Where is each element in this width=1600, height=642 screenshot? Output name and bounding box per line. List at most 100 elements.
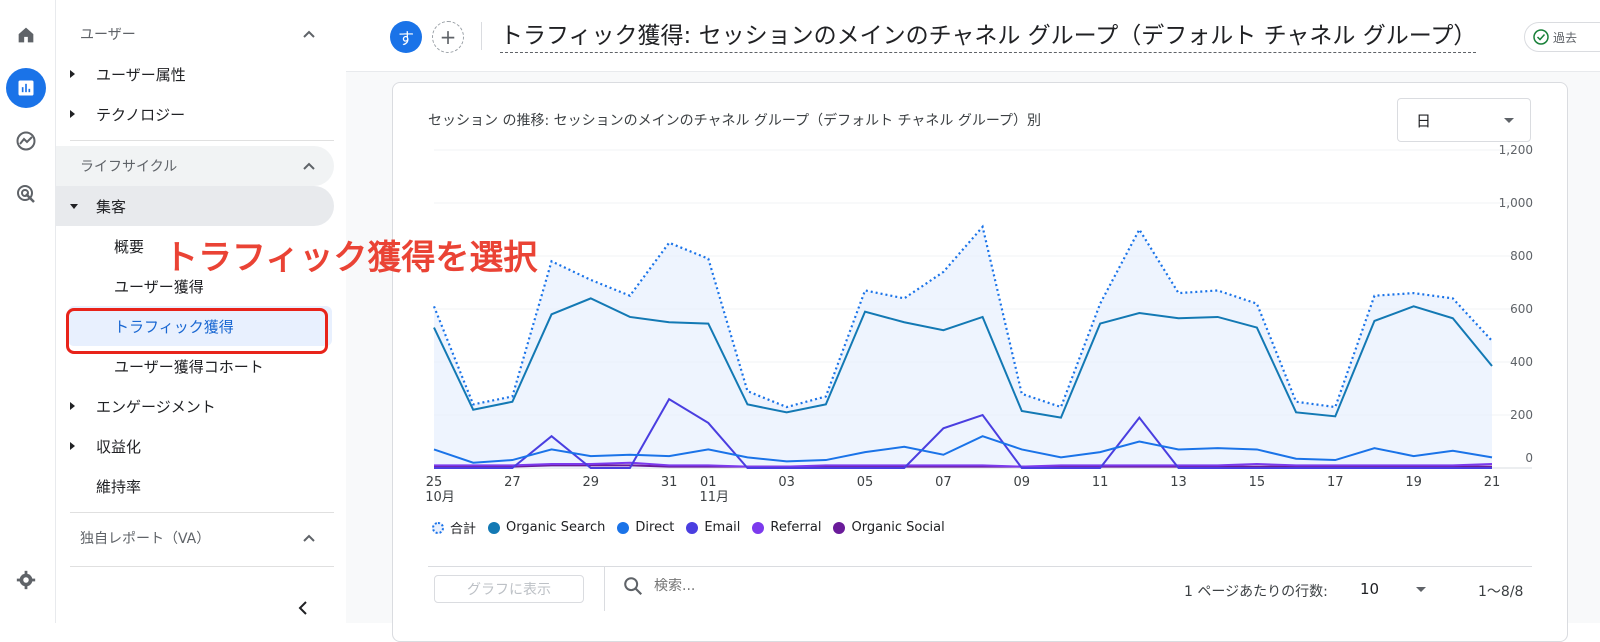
sidebar-section-custom-reports[interactable]: 独自レポート（VA）	[56, 518, 334, 558]
gear-icon[interactable]	[6, 560, 46, 600]
legend-item[interactable]: Referral	[752, 520, 821, 535]
x-tick-label: 19	[1405, 475, 1422, 490]
chevron-up-icon	[303, 162, 315, 170]
legend-label: Direct	[635, 520, 675, 535]
chevron-up-icon	[303, 534, 315, 542]
page-title[interactable]: トラフィック獲得: セッションのメインのチャネル グループ（デフォルト チャネル…	[500, 16, 1477, 53]
y-tick-label: 0	[1525, 451, 1533, 465]
x-tick-label: 07	[935, 475, 952, 490]
legend-label: Email	[704, 520, 741, 535]
total-area-fill	[434, 226, 1492, 468]
legend-item[interactable]: Organic Social	[833, 520, 945, 535]
legend-swatch	[752, 521, 765, 534]
sidebar-item-label: 概要	[114, 237, 145, 256]
rows-per-page-label: 1 ページあたりの行数:	[1184, 584, 1328, 600]
sidebar-item-retention[interactable]: 維持率	[56, 466, 334, 506]
nav-rail	[0, 0, 56, 623]
legend-swatch	[833, 521, 846, 534]
y-axis-ticks: 0 200 400 600 800 1,000 1,200	[1499, 143, 1533, 465]
add-comparison-button[interactable]: +	[432, 21, 464, 53]
legend-swatch	[488, 521, 501, 534]
granularity-select[interactable]: 日	[1397, 98, 1531, 142]
sidebar-item-user-acquisition-cohort[interactable]: ユーザー獲得コホート	[56, 346, 334, 386]
x-tick-label: 15	[1249, 475, 1266, 490]
granularity-value: 日	[1416, 111, 1432, 130]
legend-swatch	[432, 521, 444, 534]
y-tick-label: 400	[1510, 355, 1533, 369]
x-tick-label: 11	[1092, 475, 1109, 490]
sidebar-item-user-attributes[interactable]: ユーザー属性	[56, 54, 334, 94]
highlight-box	[66, 308, 328, 354]
divider	[70, 512, 334, 513]
x-tick-label: 17	[1327, 475, 1344, 490]
legend-label: Referral	[770, 520, 822, 535]
x-tick-label: 25	[426, 475, 443, 490]
y-tick-label: 600	[1510, 302, 1533, 316]
series-line-3[interactable]	[434, 397, 1492, 469]
avatar[interactable]: す	[390, 21, 422, 53]
advertising-icon[interactable]	[6, 174, 46, 214]
search-box[interactable]	[622, 575, 854, 597]
search-input[interactable]	[654, 578, 854, 594]
sidebar-section-users[interactable]: ユーザー	[56, 14, 334, 54]
series-lines	[432, 224, 1493, 469]
legend-item[interactable]: Organic Search	[488, 520, 605, 535]
series-line-2[interactable]	[433, 435, 1493, 464]
x-tick-sublabel: 11月	[700, 490, 730, 505]
y-tick-label: 1,000	[1499, 196, 1533, 210]
date-range-chip[interactable]: 過去	[1524, 22, 1600, 52]
sidebar-item-label: 維持率	[96, 477, 142, 496]
x-tick-label: 01	[700, 475, 717, 490]
series-line-4[interactable]	[434, 461, 1493, 468]
sidebar-item-label: トラフィック獲得	[114, 317, 234, 336]
legend-swatch	[686, 521, 699, 534]
sidebar-item-acquisition[interactable]: 集客	[56, 186, 334, 226]
sidebar-item-label: 集客	[96, 197, 127, 216]
sidebar-item-label: テクノロジー	[96, 105, 186, 124]
x-tick-label: 31	[661, 475, 678, 490]
series-line-1[interactable]	[433, 297, 1493, 419]
y-tick-label: 800	[1510, 249, 1533, 263]
chevron-up-icon	[303, 30, 315, 38]
dropdown-arrow-icon	[1504, 118, 1514, 123]
sidebar-section-label: 独自レポート（VA）	[80, 531, 211, 547]
x-tick-sublabel: 10月	[425, 490, 455, 505]
y-tick-label: 1,200	[1499, 143, 1533, 157]
sidebar-item-label: ユーザー獲得	[114, 277, 204, 296]
collapse-sidebar-icon[interactable]	[296, 600, 310, 616]
reports-icon[interactable]	[6, 68, 46, 108]
date-range-label: 過去	[1553, 30, 1578, 45]
legend-swatch	[617, 521, 630, 534]
dropdown-arrow-icon[interactable]	[1416, 587, 1426, 592]
x-tick-label: 29	[582, 475, 599, 490]
y-tick-label: 200	[1510, 408, 1533, 422]
legend-item[interactable]: Direct	[617, 520, 674, 535]
sidebar-item-traffic-acquisition[interactable]: トラフィック獲得	[68, 306, 332, 346]
expand-arrow-icon	[70, 110, 75, 118]
sidebar-item-technology[interactable]: テクノロジー	[56, 94, 334, 134]
chart-title: セッション の推移: セッションのメインのチャネル グループ（デフォルト チャネ…	[428, 113, 1042, 129]
x-tick-label: 13	[1170, 475, 1187, 490]
sidebar-item-monetization[interactable]: 収益化	[56, 426, 334, 466]
rows-per-page-select[interactable]: 10	[1360, 580, 1380, 598]
sidebar-item-label: エンゲージメント	[96, 397, 216, 416]
sidebar-item-engagement[interactable]: エンゲージメント	[56, 386, 334, 426]
pagination-range: 1〜8/8	[1478, 584, 1524, 600]
series-line-5[interactable]	[434, 464, 1492, 468]
sidebar-item-user-acquisition[interactable]: ユーザー獲得	[56, 266, 334, 306]
collapse-arrow-icon	[70, 203, 78, 209]
home-icon[interactable]	[6, 15, 46, 55]
sidebar-section-lifecycle[interactable]: ライフサイクル	[56, 146, 334, 186]
show-in-graph-button[interactable]: グラフに表示	[434, 575, 584, 603]
report-sidebar: ユーザー ユーザー属性 テクノロジー ライフサイクル 集客 概要 ユーザー獲得 …	[56, 0, 346, 623]
check-circle-icon	[1533, 29, 1549, 45]
table-toolbar: グラフに表示 1 ページあたりの行数: 10 1〜8/8	[428, 566, 1532, 611]
explore-icon[interactable]	[6, 121, 46, 161]
legend-item[interactable]: Email	[686, 520, 740, 535]
sidebar-item-overview[interactable]: 概要	[56, 226, 334, 266]
x-tick-label: 27	[504, 475, 521, 490]
legend-item[interactable]: 合計	[432, 518, 476, 537]
series-line-0[interactable]	[432, 224, 1493, 409]
